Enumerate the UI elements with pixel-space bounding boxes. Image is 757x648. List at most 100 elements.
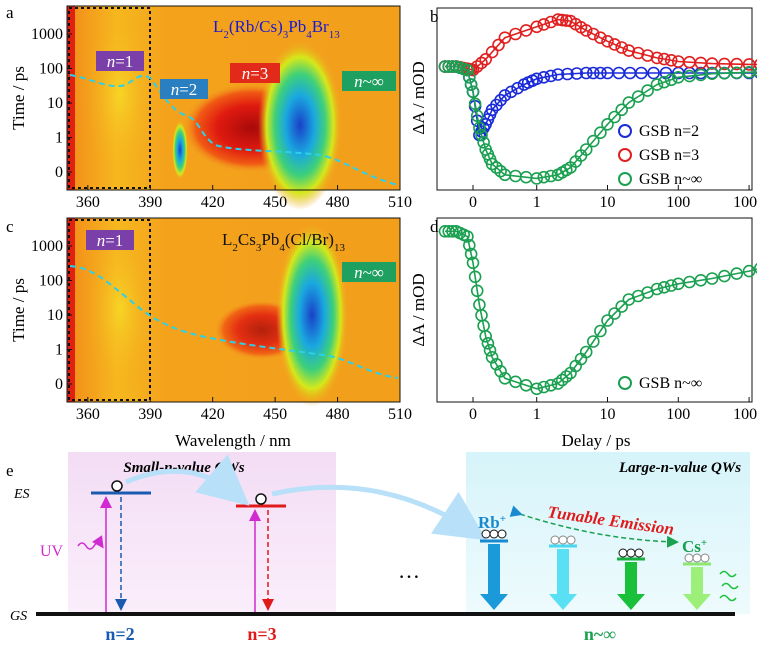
tick-label-c-x-480: 480 [326, 406, 350, 423]
point-b-1-4-0 [479, 52, 493, 66]
n2-caption: n=2 [105, 624, 134, 644]
label-c-n1: n=1 [86, 230, 134, 250]
point-d-0-5-2 [483, 343, 497, 357]
point-d-0-9-0 [551, 377, 565, 390]
tick-label-b-x-1000: 1000 [733, 194, 757, 211]
point-b-0-13-1 [647, 66, 660, 80]
point-d-0-14-0 [650, 282, 664, 296]
tick-label-c-x-420: 420 [201, 406, 225, 423]
heatmap-a-cyan-trace [69, 74, 399, 186]
tick-label-b-x-10: 10 [600, 194, 616, 211]
panel-b-plot: 0 1 10 100 1000 GSB n=2 GSB n=3 GSB n~∞ [436, 7, 757, 211]
point-b-1-12-1 [657, 52, 671, 66]
point-b-2-12-0 [601, 118, 614, 131]
tick-label-a-x-420: 420 [201, 194, 225, 211]
tick-label-a-y-100: 100 [39, 61, 63, 78]
point-b-0-7-2 [511, 81, 524, 95]
point-d-0-11-0 [579, 345, 593, 359]
point-b-1-12-0 [650, 51, 664, 65]
cs-label: Cs+ [682, 537, 707, 556]
point-b-2-13-1 [631, 90, 645, 103]
point-d-0-9-2 [559, 370, 573, 383]
point-b-0-7-1 [504, 85, 518, 99]
panel-b-ylabel: ΔA / mOD [409, 61, 428, 134]
point-b-2-3-0 [466, 85, 480, 99]
point-d-0-11-2 [594, 324, 607, 338]
large-qw-region [466, 452, 750, 614]
tick-label-c-x-450: 450 [263, 406, 287, 423]
point-b-2-13-2 [641, 84, 654, 97]
point-d-0-0-2 [446, 225, 459, 238]
point-d-0-14-1 [657, 280, 671, 294]
legend-label-b-2: GSB n~∞ [639, 171, 702, 188]
point-d-0-2-1 [462, 239, 476, 252]
heatmap-c-frame [66, 217, 401, 403]
point-b-2-14-2 [664, 73, 678, 87]
uv-label: UV [40, 543, 64, 560]
tunable-arrow [509, 505, 679, 548]
heatmap-c-n1-band [82, 220, 158, 400]
point-b-2-4-0 [473, 121, 486, 135]
point-b-0-10-0 [551, 68, 565, 81]
svg-text:n=3: n=3 [242, 64, 269, 83]
label-a-n3-bg [230, 63, 280, 83]
heatmap-a-frame [66, 5, 401, 191]
point-d-0-9-1 [555, 373, 569, 387]
point-b-2-14-0 [650, 78, 664, 91]
point-d-0-16-2 [730, 267, 744, 280]
point-b-1-3-2 [475, 56, 488, 70]
tick-label-a-y-10: 10 [47, 95, 63, 112]
point-d-0-2-0 [461, 230, 474, 243]
label-a-n1: n=1 [96, 51, 144, 71]
tick-label-a-x-390: 390 [138, 194, 162, 211]
point-b-2-16-1 [718, 67, 731, 80]
point-b-1-7-1 [555, 13, 569, 27]
point-b-1-11-2 [641, 49, 654, 62]
point-b-2-11-1 [586, 134, 600, 148]
legend-label-b-0: GSB n=2 [639, 123, 699, 140]
panel-b-letter: b [430, 7, 439, 26]
point-b-1-4-1 [485, 45, 499, 59]
point-b-1-9-2 [594, 31, 607, 45]
point-d-0-3-2 [470, 284, 484, 298]
panel-c-ylabel: Time / ps [9, 278, 28, 342]
point-d-0-11-1 [586, 335, 600, 348]
point-d-0-8-1 [537, 380, 551, 394]
panel-e-letter: e [6, 461, 14, 480]
tick-label-a-y-1000: 1000 [31, 26, 63, 43]
point-b-2-8-2 [544, 169, 558, 183]
point-d-0-6-1 [490, 357, 503, 371]
panel-d-ylabel: ΔA / mOD [409, 273, 428, 346]
point-d-0-8-2 [544, 378, 558, 392]
tick-label-a-x-360: 360 [76, 194, 100, 211]
point-b-2-11-0 [579, 143, 593, 156]
panel-c-formula: L2Cs3Pb4(Cl/Br)13 [222, 230, 345, 254]
point-b-0-9-1 [537, 71, 551, 84]
point-b-0-10-1 [561, 67, 574, 81]
legend-marker-b-2 [618, 172, 632, 186]
point-b-0-7-0 [498, 89, 512, 102]
heatmap-c-edge [67, 218, 75, 402]
point-d-0-6-2 [494, 364, 507, 378]
point-b-0-9-0 [530, 72, 544, 86]
svg-text:n=1: n=1 [107, 52, 134, 71]
point-d-0-5-0 [479, 329, 493, 343]
tick-label-d-x-0: 0 [469, 406, 477, 423]
point-b-1-10-2 [615, 41, 629, 54]
point-b-2-8-0 [530, 172, 544, 185]
point-b-2-12-2 [615, 103, 629, 117]
point-b-0-10-2 [570, 67, 584, 80]
point-b-2-2-2 [464, 78, 478, 91]
tick-label-a-x-510: 510 [388, 194, 412, 211]
tick-label-b-x-100: 100 [666, 194, 690, 211]
label-a-n2-bg [160, 79, 208, 99]
label-a-ninf-bg [342, 71, 396, 91]
heatmap-a-n2-blob [172, 120, 188, 180]
point-b-1-14-0 [705, 57, 719, 70]
label-a-n3: n=3 [230, 63, 280, 83]
point-b-2-4-2 [477, 136, 490, 149]
svg-text:n=2: n=2 [171, 80, 198, 99]
